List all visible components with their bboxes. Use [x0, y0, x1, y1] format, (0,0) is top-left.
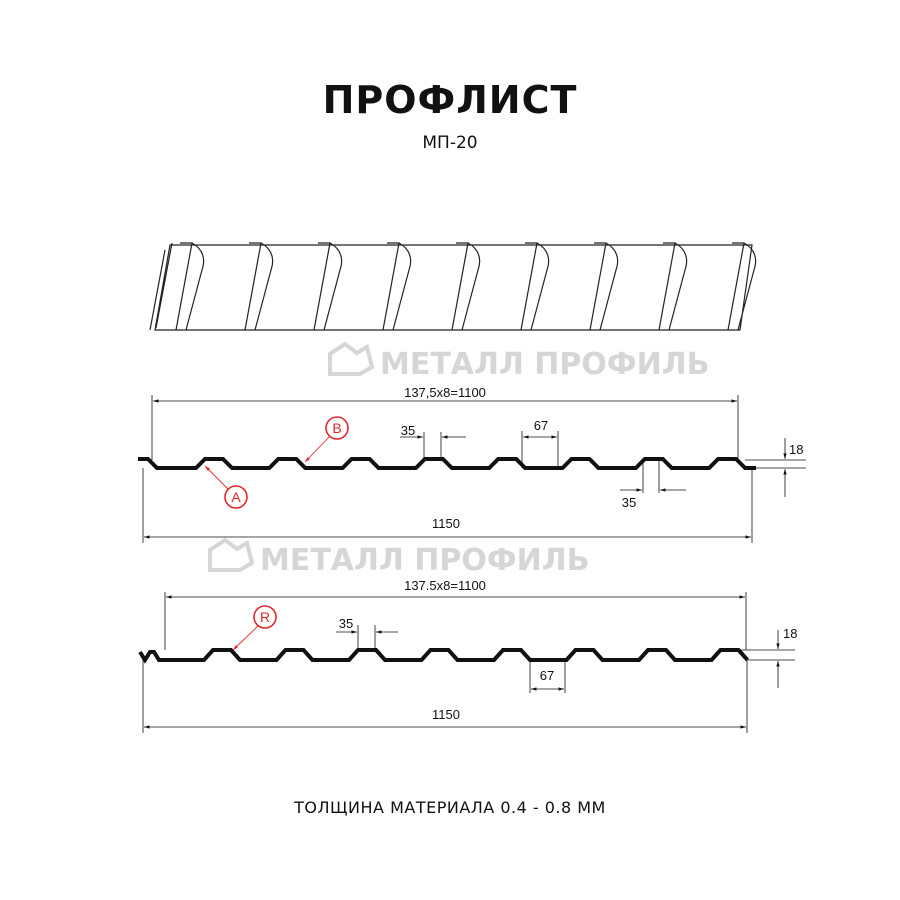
watermark-text: МЕТАЛЛ ПРОФИЛЬ [260, 543, 590, 578]
page-title: ПРОФЛИСТ [322, 78, 578, 122]
svg-text:R: R [260, 609, 270, 625]
watermark-text: МЕТАЛЛ ПРОФИЛЬ [380, 347, 710, 382]
profile-b-outline [138, 648, 749, 664]
profile-b: 137.5x8=1100 1150 35 67 18 R [138, 578, 797, 733]
svg-text:A: A [231, 489, 241, 505]
watermark-2: МЕТАЛЛ ПРОФИЛЬ [208, 537, 590, 578]
page-subtitle: МП-20 [422, 133, 478, 153]
material-thickness-note: ТОЛЩИНА МАТЕРИАЛА 0.4 - 0.8 ММ [294, 798, 606, 817]
top-flat-label-b: 35 [339, 616, 353, 631]
width-label-a: 1150 [432, 516, 460, 531]
profile-a: 137,5x8=1100 1150 35 67 35 18 A B [138, 385, 806, 543]
sheet-3d-lines [149, 242, 757, 331]
pitch-label-a: 137,5x8=1100 [404, 385, 486, 400]
sheet-3d-view [149, 242, 757, 331]
watermark-1: МЕТАЛЛ ПРОФИЛЬ [328, 341, 710, 382]
marker-r: R [232, 605, 277, 651]
pitch-label-b: 137.5x8=1100 [404, 578, 486, 593]
profile-a-outline [138, 457, 756, 470]
top-flat-label-a: 35 [401, 423, 415, 438]
flat-label-a-2: 35 [622, 495, 636, 510]
marker-a: A [204, 465, 248, 509]
logo-icon [208, 537, 255, 572]
logo-icon [328, 341, 375, 376]
marker-b: B [304, 416, 349, 463]
height-label-a: 18 [789, 442, 803, 457]
height-label-b: 18 [783, 626, 797, 641]
svg-text:B: B [332, 420, 341, 436]
bottom-flat-label-a: 67 [534, 418, 548, 433]
bottom-flat-label-b: 67 [540, 668, 554, 683]
width-label-b: 1150 [432, 707, 460, 722]
